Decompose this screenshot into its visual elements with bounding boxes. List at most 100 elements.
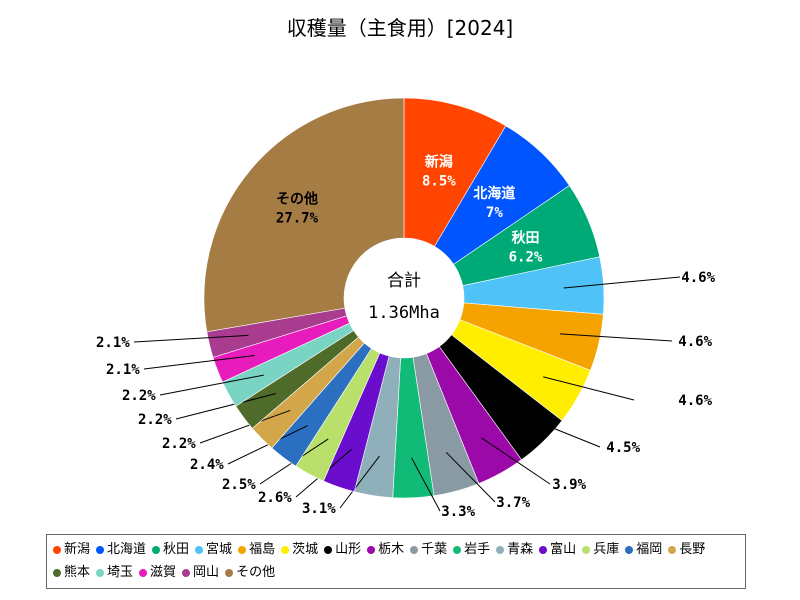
legend-label: 熊本 xyxy=(64,565,91,580)
legend-marker-icon xyxy=(453,546,462,554)
legend-item: 北海道 xyxy=(96,539,146,561)
legend-item: 滋賀 xyxy=(139,562,176,584)
leader-line xyxy=(175,393,276,420)
legend-item: 福岡 xyxy=(625,539,662,561)
data-label: 2.1% xyxy=(96,335,130,351)
leader-line xyxy=(559,333,673,342)
legend-label: 千葉 xyxy=(421,542,448,557)
leader-line xyxy=(143,354,255,370)
slice-category-label: 北海道 xyxy=(473,185,515,202)
data-label: 3.1% xyxy=(302,501,336,517)
leader-line xyxy=(445,451,496,503)
legend-item: 千葉 xyxy=(410,539,447,561)
data-label: 3.7% xyxy=(496,495,530,511)
legend-item: 福島 xyxy=(238,539,275,561)
center-value: 1.36Mha xyxy=(368,303,440,323)
leader-line xyxy=(411,457,441,512)
legend-label: 茨城 xyxy=(292,542,319,557)
legend-item: 富山 xyxy=(539,539,576,561)
legend-item: 青森 xyxy=(496,539,533,561)
legend-label: 岡山 xyxy=(193,565,220,580)
legend-label: 富山 xyxy=(550,542,577,557)
legend-marker-icon xyxy=(152,546,161,554)
legend-marker-icon xyxy=(225,569,234,577)
legend-label: 埼玉 xyxy=(107,565,134,580)
data-label: 7% xyxy=(486,205,503,221)
legend-marker-icon xyxy=(324,546,333,554)
leader-line xyxy=(563,276,681,289)
data-label: 4.6% xyxy=(681,270,715,286)
legend-label: 長野 xyxy=(679,542,706,557)
leader-line xyxy=(515,412,601,448)
legend-label: その他 xyxy=(236,565,276,580)
legend-marker-icon xyxy=(281,546,290,554)
data-label: 8.5% xyxy=(422,174,456,190)
legend-label: 福岡 xyxy=(636,542,663,557)
legend-label: 岩手 xyxy=(464,542,491,557)
data-label: 3.9% xyxy=(552,477,586,493)
legend-item: 秋田 xyxy=(152,539,189,561)
legend-marker-icon xyxy=(195,546,204,554)
legend-label: 栃木 xyxy=(378,542,405,557)
data-label: 2.5% xyxy=(222,477,256,493)
legend-label: 秋田 xyxy=(163,542,190,557)
legend-marker-icon xyxy=(53,569,61,577)
pie-chart: 新潟 8.5% 北海道 7% 秋田 6.2% 4.6% 4.6% 4.6% 4.5% 3.9% 3.7… xyxy=(96,97,716,520)
legend-marker-icon xyxy=(96,546,105,554)
legend-marker-icon xyxy=(539,546,548,554)
legend-item: 兵庫 xyxy=(582,539,619,561)
legend-item: 宮城 xyxy=(195,539,232,561)
legend-item: 岡山 xyxy=(182,562,219,584)
leader-line xyxy=(133,334,249,343)
legend-label: 滋賀 xyxy=(150,565,177,580)
pie-slice xyxy=(403,97,507,247)
data-label: 2.2% xyxy=(162,436,196,452)
legend-label: 北海道 xyxy=(107,542,147,557)
legend-item: 栃木 xyxy=(367,539,404,561)
legend-marker-icon xyxy=(139,569,148,577)
legend-marker-icon xyxy=(238,546,247,554)
legend-label: 兵庫 xyxy=(593,542,620,557)
legend-label: 福島 xyxy=(249,542,276,557)
leader-line xyxy=(339,455,380,509)
legend-marker-icon xyxy=(53,546,61,554)
data-label: 2.2% xyxy=(122,388,156,404)
legend-item: 岩手 xyxy=(453,539,490,561)
legend-label: 青森 xyxy=(507,542,534,557)
pie-slice xyxy=(203,97,405,333)
data-label: 4.6% xyxy=(678,393,712,409)
leader-line xyxy=(159,374,264,396)
chart-title: 収穫量（主食用）[2024] xyxy=(286,16,514,40)
legend-item: 新潟 xyxy=(53,539,90,561)
leader-line xyxy=(543,376,635,401)
legend-marker-icon xyxy=(668,546,677,554)
legend-item: 熊本 xyxy=(53,562,90,584)
data-label: 6.2% xyxy=(509,249,543,265)
data-label: 4.5% xyxy=(606,440,640,456)
legend-marker-icon xyxy=(367,546,376,554)
legend-label: 宮城 xyxy=(206,542,233,557)
legend-marker-icon xyxy=(96,569,105,577)
legend-item: 長野 xyxy=(668,539,705,561)
legend-marker-icon xyxy=(182,569,191,577)
legend-item: 埼玉 xyxy=(96,562,133,584)
legend-marker-icon xyxy=(625,546,634,554)
legend-label: 山形 xyxy=(335,542,362,557)
legend-marker-icon xyxy=(582,546,591,554)
data-label: 27.7% xyxy=(276,211,319,227)
data-label: 4.6% xyxy=(678,334,712,350)
slice-category-label: 秋田 xyxy=(511,229,539,246)
data-label: 2.4% xyxy=(190,457,224,473)
legend-item: 山形 xyxy=(324,539,361,561)
leader-line xyxy=(199,409,291,444)
center-label: 合計 xyxy=(387,271,421,291)
data-label: 2.2% xyxy=(138,412,172,428)
data-label: 3.3% xyxy=(441,504,475,520)
slice-category-label: 新潟 xyxy=(425,154,453,171)
legend-item: 茨城 xyxy=(281,539,318,561)
legend-label: 新潟 xyxy=(64,542,91,557)
data-label: 2.6% xyxy=(258,490,292,506)
legend-marker-icon xyxy=(410,546,419,554)
legend-item: その他 xyxy=(225,562,275,584)
